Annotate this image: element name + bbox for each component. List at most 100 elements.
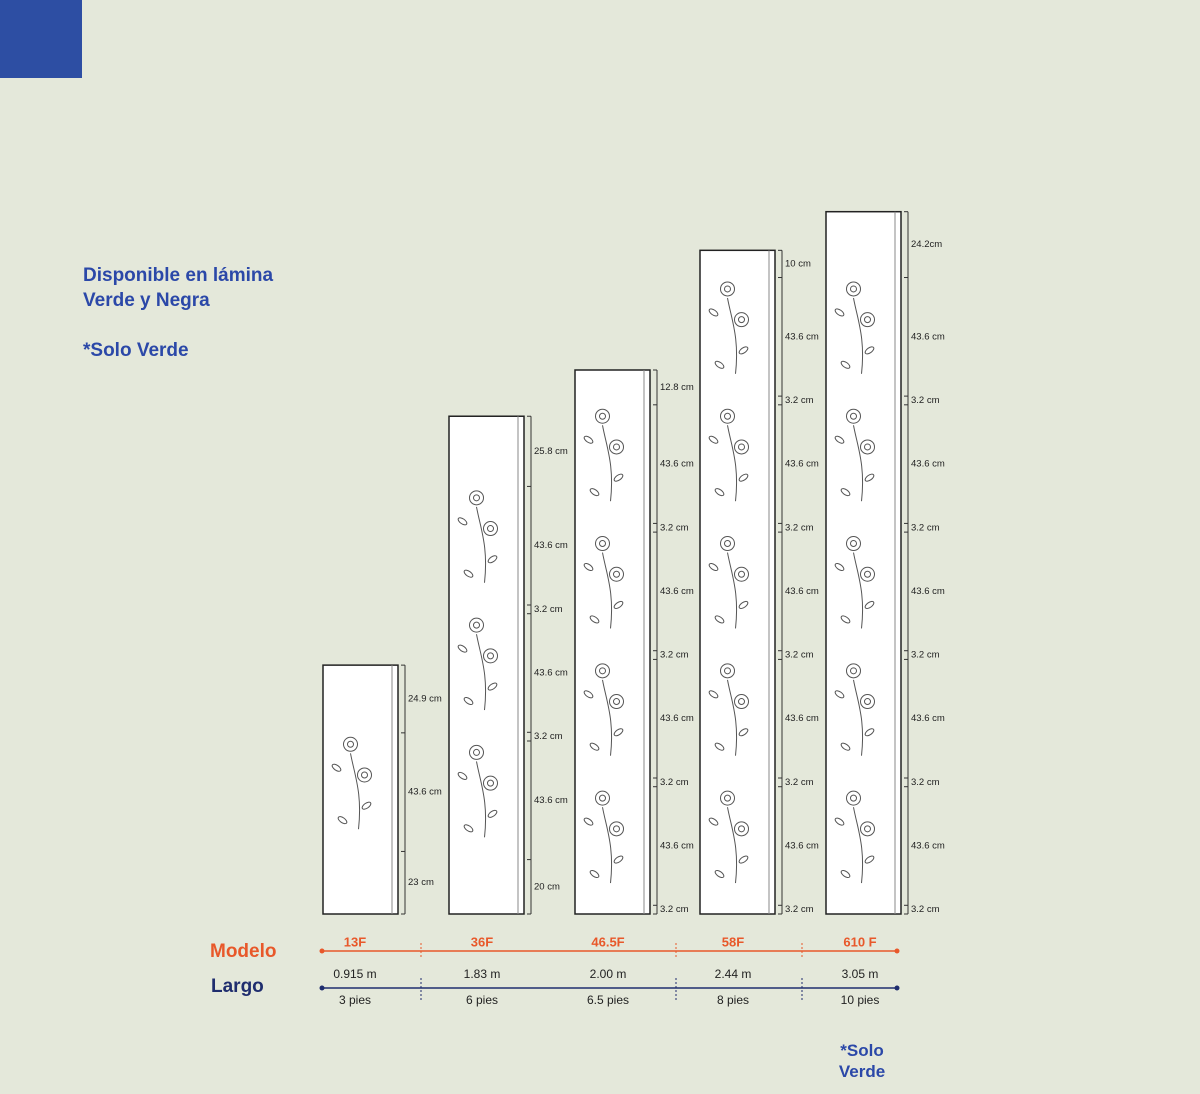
flower [738, 443, 745, 451]
panel [448, 415, 525, 915]
line-end [319, 948, 325, 954]
leaf [708, 562, 719, 572]
leaf [457, 644, 468, 653]
corner-block [0, 0, 82, 78]
segment-label: 3.2 cm [911, 395, 940, 406]
length-ft: 6 pies [466, 993, 498, 1007]
info-note: *Solo Verde [83, 340, 189, 361]
length-m: 2.44 m [715, 967, 752, 981]
flower [860, 694, 875, 710]
stem [476, 634, 487, 711]
segment-label: 43.6 cm [911, 586, 945, 597]
leaf [864, 346, 875, 355]
segment-label: 43.6 cm [660, 841, 694, 852]
model-label: 36F [471, 934, 493, 949]
leaf [463, 696, 474, 706]
length-row-label: Largo [211, 976, 264, 997]
rose-motif [834, 281, 875, 374]
stem [602, 552, 613, 629]
segment-label: 3.2 cm [534, 731, 563, 742]
flower [483, 775, 498, 791]
length-ft: 8 pies [717, 993, 749, 1007]
flower [846, 281, 861, 297]
flower [613, 698, 620, 706]
segment-label: 43.6 cm [785, 331, 819, 342]
segment-label: 43.6 cm [911, 331, 945, 342]
length-ft: 3 pies [339, 993, 371, 1007]
model-row-label: Modelo [210, 941, 277, 962]
leaf [738, 855, 749, 864]
rose-motif [583, 663, 624, 756]
segment-label: 43.6 cm [660, 586, 694, 597]
segment-label: 3.2 cm [660, 777, 689, 788]
segment-label: 24.2cm [911, 239, 942, 250]
flower [734, 566, 749, 582]
stem [602, 679, 613, 756]
leaf [331, 763, 342, 772]
flower [483, 648, 498, 664]
leaf [583, 435, 594, 444]
leaf [834, 435, 845, 444]
stem [853, 425, 864, 502]
flower [724, 540, 731, 548]
info-line: Verde y Negra [83, 290, 210, 311]
segment-label: 24.9 cm [408, 693, 442, 704]
length-m: 1.83 m [464, 967, 501, 981]
flower [860, 821, 875, 837]
leaf [714, 742, 725, 751]
length-ft: 10 pies [841, 993, 880, 1007]
leaf [840, 360, 851, 369]
flower [487, 779, 494, 787]
leaf [834, 562, 845, 572]
leaf [463, 824, 474, 833]
leaf [714, 360, 725, 369]
flower [724, 667, 731, 675]
rose-motif [583, 536, 624, 629]
length-ft: 6.5 pies [587, 993, 629, 1007]
rose-motif [583, 408, 624, 502]
leaf [738, 728, 749, 737]
leaf [738, 346, 749, 355]
flower [860, 439, 875, 455]
flower [850, 667, 857, 675]
segment-label: 3.2 cm [785, 650, 814, 661]
rose-motif [583, 790, 624, 884]
flower [734, 694, 749, 710]
flower [846, 663, 861, 679]
model-label: 13F [344, 934, 366, 949]
segment-label: 10 cm [785, 258, 811, 269]
stem [602, 425, 613, 502]
panel [825, 210, 902, 915]
flower [613, 570, 620, 578]
leaf [613, 728, 624, 737]
flower [738, 570, 745, 578]
flower [734, 312, 749, 328]
stem [727, 425, 738, 502]
flower [357, 767, 372, 783]
flower [487, 525, 494, 533]
flower [609, 821, 624, 837]
rose-motif [457, 490, 498, 583]
rose-motif [708, 408, 749, 502]
flower [609, 439, 624, 455]
segment-label: 43.6 cm [534, 795, 568, 806]
leaf [834, 817, 845, 826]
line-end [894, 948, 900, 954]
length-m: 2.00 m [590, 967, 627, 981]
stem [476, 761, 487, 838]
flower [860, 566, 875, 582]
flower [487, 652, 494, 660]
leaf [708, 308, 719, 317]
stem [476, 506, 487, 583]
stem [727, 552, 738, 629]
flower [609, 694, 624, 710]
leaf [457, 771, 468, 780]
segment-label: 3.2 cm [785, 395, 814, 406]
flower [850, 540, 857, 548]
rose-motif [834, 408, 875, 502]
segment-label: 3.2 cm [785, 522, 814, 533]
segment-label: 43.6 cm [911, 459, 945, 470]
segment-label: 43.6 cm [785, 713, 819, 724]
length-m: 3.05 m [842, 967, 879, 981]
flower [483, 521, 498, 537]
